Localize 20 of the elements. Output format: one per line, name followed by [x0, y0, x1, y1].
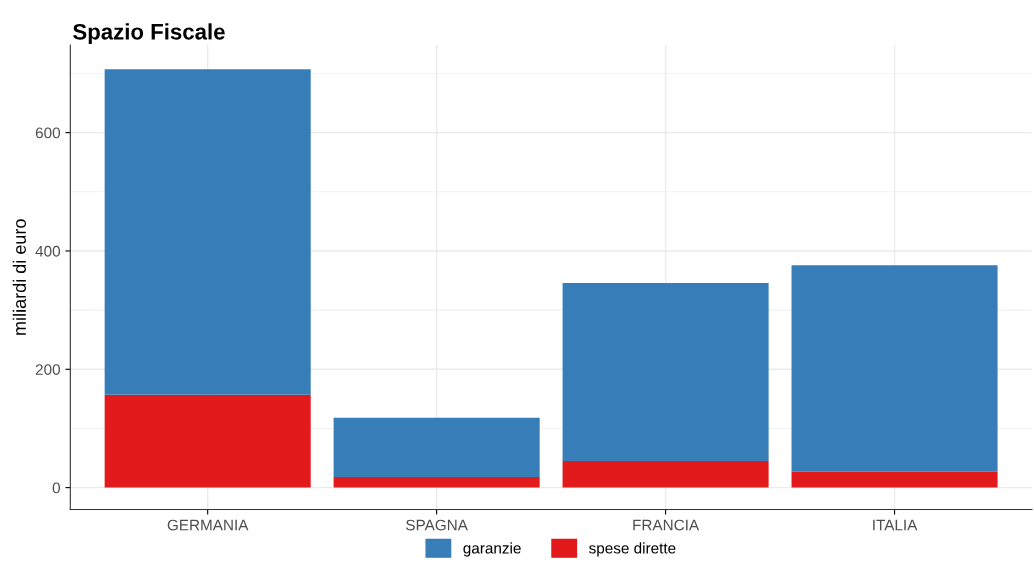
y-tick-label: 600	[35, 127, 60, 139]
bar	[104, 394, 311, 488]
y-tick-label: 0	[52, 482, 60, 494]
bar	[562, 461, 769, 488]
bar	[791, 265, 998, 472]
legend-label: garanzie	[463, 542, 521, 557]
x-tick-label: ITALIA	[873, 519, 918, 531]
x-tick-label: SPAGNA	[406, 519, 468, 531]
legend-label: spese dirette	[589, 542, 676, 557]
chart-title: Spazio Fiscale	[73, 23, 225, 45]
x-tick-label: FRANCIA	[633, 519, 700, 531]
y-tick-label: 400	[35, 245, 60, 257]
x-tick-label: GERMANIA	[167, 519, 249, 531]
bar	[333, 476, 540, 488]
bar	[562, 282, 769, 461]
bar	[791, 471, 998, 488]
y-tick-label: 200	[35, 364, 60, 375]
bar	[333, 417, 540, 477]
y-axis-title: miliardi di euro	[12, 219, 26, 335]
bar	[104, 69, 311, 395]
